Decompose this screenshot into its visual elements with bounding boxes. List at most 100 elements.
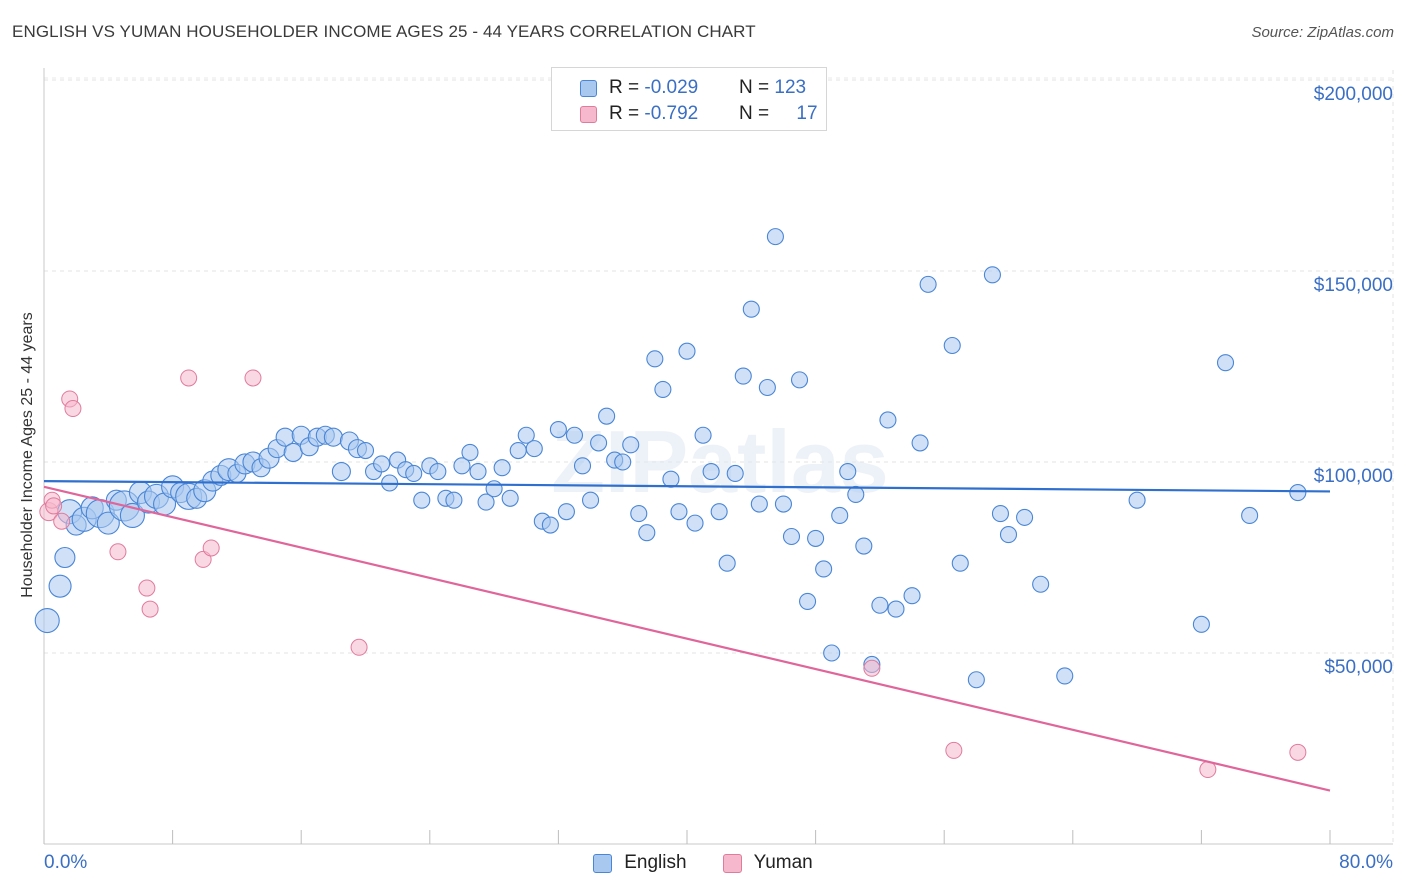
english-point: [485, 480, 503, 498]
english-point: [750, 495, 768, 513]
english-point: [525, 440, 543, 458]
yuman-point: [64, 400, 82, 418]
english-point: [710, 503, 728, 521]
english-point: [1289, 484, 1307, 502]
english-point: [903, 587, 921, 605]
english-point: [565, 426, 584, 444]
english-point: [445, 491, 463, 509]
english-point: [549, 420, 567, 439]
english-point: [501, 489, 519, 507]
english-point: [557, 503, 575, 521]
english-point: [283, 442, 303, 463]
english-point: [662, 470, 680, 488]
yuman-point: [141, 600, 159, 618]
english-point: [742, 300, 760, 318]
english-trendline: [43, 480, 1331, 493]
english-point: [96, 511, 120, 535]
english-point: [630, 505, 648, 523]
english-point: [911, 434, 929, 452]
english-point: [581, 491, 600, 509]
english-point: [718, 554, 736, 572]
y-tick-label: $200,000: [1313, 84, 1393, 105]
yuman-point: [53, 512, 71, 530]
chart-title: ENGLISH VS YUMAN HOUSEHOLDER INCOME AGES…: [12, 22, 756, 41]
english-point: [1056, 667, 1074, 685]
english-point: [413, 491, 431, 509]
english-series: [34, 228, 1307, 689]
english-point: [702, 462, 720, 481]
english-point: [453, 457, 471, 475]
english-point: [967, 671, 985, 689]
english-point: [509, 441, 527, 460]
english-r-value: -0.029: [644, 77, 699, 98]
english-point: [758, 378, 776, 397]
y-axis-label: Householder Income Ages 25 - 44 years: [19, 312, 36, 598]
english-legend-label: English: [624, 852, 687, 873]
yuman-r-value: -0.792: [644, 103, 699, 124]
english-point: [373, 455, 391, 473]
english-point: [831, 506, 849, 525]
axes: [43, 68, 1393, 845]
english-point: [1032, 575, 1050, 593]
english-point: [951, 554, 969, 572]
y-tick-label: $150,000: [1313, 275, 1393, 296]
english-point: [654, 380, 672, 398]
x-tick-label-min: 0.0%: [44, 852, 88, 873]
yuman-legend-label: Yuman: [753, 852, 813, 873]
english-point: [614, 453, 632, 471]
english-point: [1128, 491, 1146, 509]
english-point: [686, 514, 704, 532]
yuman-series: [39, 369, 1307, 779]
english-point: [919, 275, 937, 293]
english-point: [638, 524, 656, 542]
yuman-point: [138, 579, 156, 597]
yuman-point: [180, 369, 198, 387]
english-point: [943, 336, 961, 355]
english-point: [774, 495, 793, 513]
english-point: [622, 436, 640, 454]
english-point: [815, 560, 833, 578]
yuman-swatch: [580, 105, 597, 123]
english-point: [887, 600, 905, 618]
yuman-point: [863, 659, 881, 677]
english-point: [323, 427, 343, 447]
legend-item-english[interactable]: English: [593, 852, 687, 874]
y-tick-label: $100,000: [1313, 466, 1393, 487]
yuman-point: [45, 497, 63, 515]
legend-row-english: R = -0.029 N = 123: [552, 75, 806, 101]
english-point: [734, 367, 752, 385]
yuman-n-value: 17: [796, 103, 818, 124]
english-point: [646, 350, 664, 368]
english-point: [790, 371, 809, 389]
english-legend-swatch: [593, 853, 613, 873]
english-point: [48, 574, 72, 598]
y-tick-label: $50,000: [1324, 657, 1393, 678]
legend-item-yuman[interactable]: Yuman: [722, 852, 813, 874]
yuman-point: [1289, 743, 1307, 761]
english-point: [855, 537, 873, 555]
english-point: [1216, 354, 1235, 372]
english-point: [1241, 506, 1259, 525]
yuman-point: [202, 539, 220, 557]
english-point: [356, 441, 375, 460]
english-point: [670, 503, 688, 521]
english-point: [477, 493, 495, 511]
english-point: [469, 462, 487, 481]
english-point: [983, 266, 1001, 284]
correlation-legend: R = -0.029 N = 123 R = -0.792 N = 17: [551, 67, 827, 131]
english-point: [879, 411, 897, 429]
english-point: [799, 592, 817, 610]
trendlines: [43, 480, 1331, 792]
english-point: [517, 426, 535, 444]
yuman-point: [945, 741, 963, 759]
english-point: [429, 462, 447, 481]
x-tick-label-max: 80.0%: [1339, 852, 1393, 873]
english-point: [991, 505, 1010, 523]
english-point: [807, 529, 825, 547]
english-point: [847, 485, 865, 504]
english-point: [999, 526, 1018, 544]
english-point: [1016, 508, 1034, 526]
english-point: [598, 407, 616, 425]
source-label: Source: ZipAtlas.com: [1251, 24, 1394, 41]
yuman-point: [350, 638, 368, 656]
